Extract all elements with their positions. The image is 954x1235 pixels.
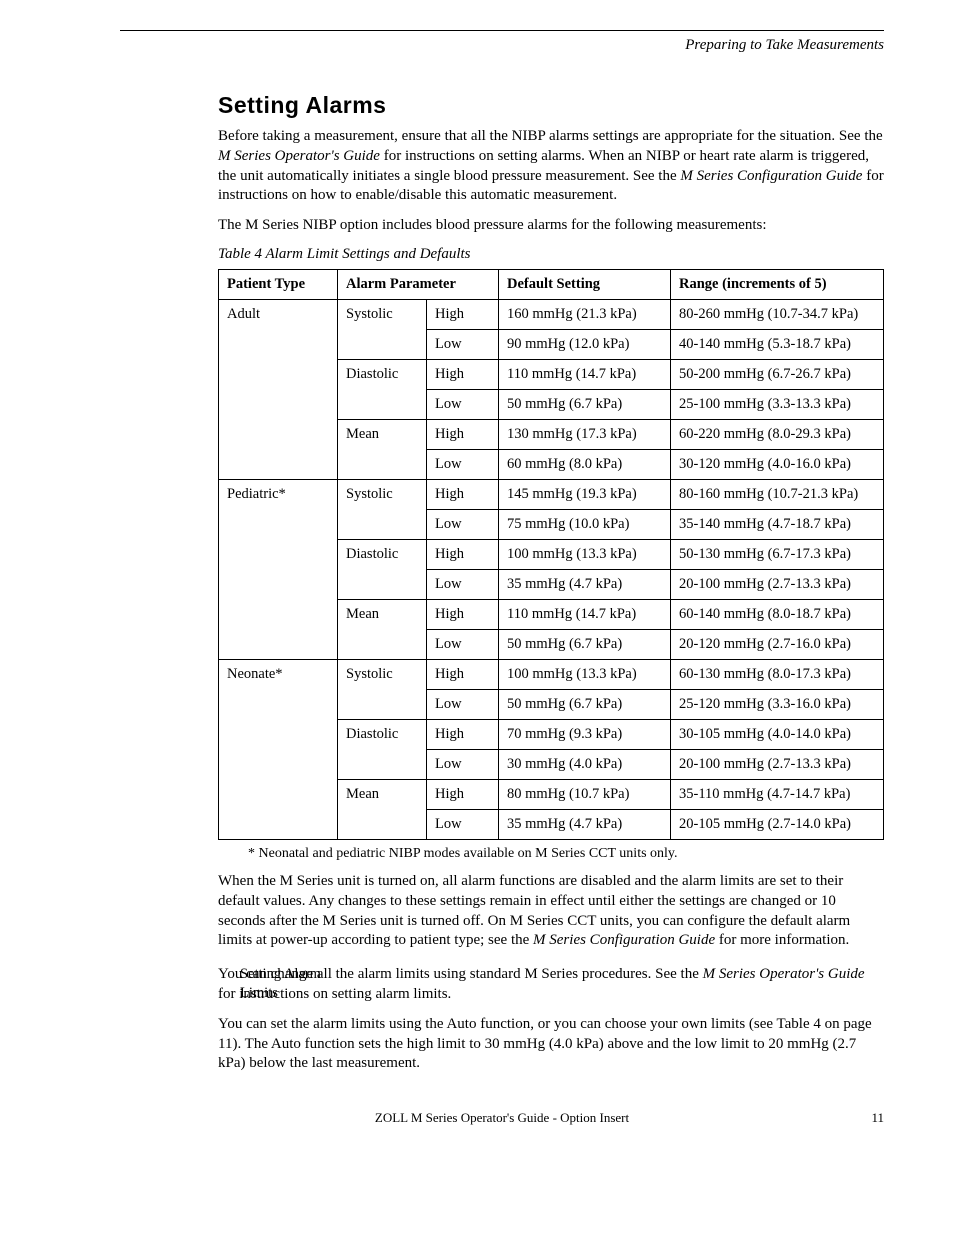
after-table-text-b: for more information.	[715, 932, 849, 948]
alarm-limits-table: Patient Type Alarm Parameter Default Set…	[218, 269, 884, 840]
cell-default: 50 mmHg (6.7 kPa)	[499, 389, 671, 419]
cell-default: 100 mmHg (13.3 kPa)	[499, 539, 671, 569]
table-caption: Table 4 Alarm Limit Settings and Default…	[218, 246, 884, 263]
cell-default: 145 mmHg (19.3 kPa)	[499, 479, 671, 509]
cell-alarm-param: Diastolic	[338, 539, 427, 599]
cell-range: 20-120 mmHg (2.7-16.0 kPa)	[671, 629, 884, 659]
cell-level: Low	[427, 689, 499, 719]
guide-ref-1: M Series Operator's Guide	[218, 148, 380, 164]
cell-alarm-param: Mean	[338, 779, 427, 839]
cell-range: 35-110 mmHg (4.7-14.7 kPa)	[671, 779, 884, 809]
th-alarm-parameter: Alarm Parameter	[338, 269, 499, 299]
intro-paragraph-1: Before taking a measurement, ensure that…	[218, 127, 884, 206]
cell-default: 130 mmHg (17.3 kPa)	[499, 419, 671, 449]
cell-range: 30-105 mmHg (4.0-14.0 kPa)	[671, 719, 884, 749]
operators-guide-ref: M Series Operator's Guide	[703, 966, 865, 982]
cell-range: 25-100 mmHg (3.3-13.3 kPa)	[671, 389, 884, 419]
table-row: Pediatric*SystolicHigh145 mmHg (19.3 kPa…	[219, 479, 884, 509]
cell-default: 35 mmHg (4.7 kPa)	[499, 569, 671, 599]
cell-default: 60 mmHg (8.0 kPa)	[499, 449, 671, 479]
cell-range: 20-100 mmHg (2.7-13.3 kPa)	[671, 749, 884, 779]
table-row: Neonate*SystolicHigh100 mmHg (13.3 kPa)6…	[219, 659, 884, 689]
cell-default: 50 mmHg (6.7 kPa)	[499, 689, 671, 719]
page-number: 11	[871, 1110, 884, 1126]
cell-range: 50-200 mmHg (6.7-26.7 kPa)	[671, 359, 884, 389]
cell-level: Low	[427, 629, 499, 659]
cell-alarm-param: Mean	[338, 599, 427, 659]
after-table-paragraph: When the M Series unit is turned on, all…	[218, 872, 884, 951]
cell-range: 60-130 mmHg (8.0-17.3 kPa)	[671, 659, 884, 689]
cell-patient-type: Adult	[219, 299, 338, 479]
cell-range: 35-140 mmHg (4.7-18.7 kPa)	[671, 509, 884, 539]
cell-level: Low	[427, 509, 499, 539]
cell-default: 75 mmHg (10.0 kPa)	[499, 509, 671, 539]
guide-ref-2: M Series Configuration Guide	[680, 168, 862, 184]
cell-default: 30 mmHg (4.0 kPa)	[499, 749, 671, 779]
cell-default: 100 mmHg (13.3 kPa)	[499, 659, 671, 689]
cell-range: 50-130 mmHg (6.7-17.3 kPa)	[671, 539, 884, 569]
cell-default: 110 mmHg (14.7 kPa)	[499, 359, 671, 389]
intro-paragraph-2: The M Series NIBP option includes blood …	[218, 216, 884, 236]
cell-range: 60-220 mmHg (8.0-29.3 kPa)	[671, 419, 884, 449]
cell-level: Low	[427, 569, 499, 599]
cell-level: High	[427, 719, 499, 749]
cell-patient-type: Pediatric*	[219, 479, 338, 659]
cell-patient-type: Neonate*	[219, 659, 338, 839]
cell-alarm-param: Diastolic	[338, 719, 427, 779]
cell-default: 90 mmHg (12.0 kPa)	[499, 329, 671, 359]
cell-level: Low	[427, 329, 499, 359]
th-range: Range (increments of 5)	[671, 269, 884, 299]
cell-level: High	[427, 359, 499, 389]
cell-range: 25-120 mmHg (3.3-16.0 kPa)	[671, 689, 884, 719]
cell-level: High	[427, 599, 499, 629]
cell-level: High	[427, 539, 499, 569]
section-title: Setting Alarms	[218, 92, 884, 119]
th-patient-type: Patient Type	[219, 269, 338, 299]
cell-default: 80 mmHg (10.7 kPa)	[499, 779, 671, 809]
config-guide-ref: M Series Configuration Guide	[533, 932, 715, 948]
cell-alarm-param: Systolic	[338, 299, 427, 359]
cell-range: 80-160 mmHg (10.7-21.3 kPa)	[671, 479, 884, 509]
table-header-row: Patient Type Alarm Parameter Default Set…	[219, 269, 884, 299]
cell-range: 30-120 mmHg (4.0-16.0 kPa)	[671, 449, 884, 479]
cell-default: 110 mmHg (14.7 kPa)	[499, 599, 671, 629]
cell-default: 50 mmHg (6.7 kPa)	[499, 629, 671, 659]
cell-default: 70 mmHg (9.3 kPa)	[499, 719, 671, 749]
footer-text: ZOLL M Series Operator's Guide - Option …	[375, 1110, 629, 1125]
page-footer: ZOLL M Series Operator's Guide - Option …	[120, 1110, 884, 1126]
table-row: AdultSystolicHigh160 mmHg (21.3 kPa)80-2…	[219, 299, 884, 329]
cell-level: Low	[427, 449, 499, 479]
cell-level: High	[427, 299, 499, 329]
th-default-setting: Default Setting	[499, 269, 671, 299]
limits-paragraph-2: You can set the alarm limits using the A…	[218, 1015, 884, 1074]
cell-alarm-param: Diastolic	[338, 359, 427, 419]
cell-level: Low	[427, 809, 499, 839]
cell-level: High	[427, 419, 499, 449]
cell-alarm-param: Systolic	[338, 479, 427, 539]
cell-range: 20-105 mmHg (2.7-14.0 kPa)	[671, 809, 884, 839]
cell-level: Low	[427, 389, 499, 419]
cell-level: High	[427, 659, 499, 689]
table-footnote: * Neonatal and pediatric NIBP modes avai…	[248, 846, 884, 862]
cell-default: 160 mmHg (21.3 kPa)	[499, 299, 671, 329]
cell-range: 60-140 mmHg (8.0-18.7 kPa)	[671, 599, 884, 629]
cell-range: 40-140 mmHg (5.3-18.7 kPa)	[671, 329, 884, 359]
cell-range: 20-100 mmHg (2.7-13.3 kPa)	[671, 569, 884, 599]
cell-alarm-param: Mean	[338, 419, 427, 479]
cell-level: Low	[427, 749, 499, 779]
cell-level: High	[427, 779, 499, 809]
cell-range: 80-260 mmHg (10.7-34.7 kPa)	[671, 299, 884, 329]
cell-level: High	[427, 479, 499, 509]
intro-text-a: Before taking a measurement, ensure that…	[218, 128, 883, 144]
running-header: Preparing to Take Measurements	[120, 30, 884, 54]
cell-alarm-param: Systolic	[338, 659, 427, 719]
side-label-setting-alarm-limits: Setting Alarm Limits	[240, 965, 330, 1003]
cell-default: 35 mmHg (4.7 kPa)	[499, 809, 671, 839]
